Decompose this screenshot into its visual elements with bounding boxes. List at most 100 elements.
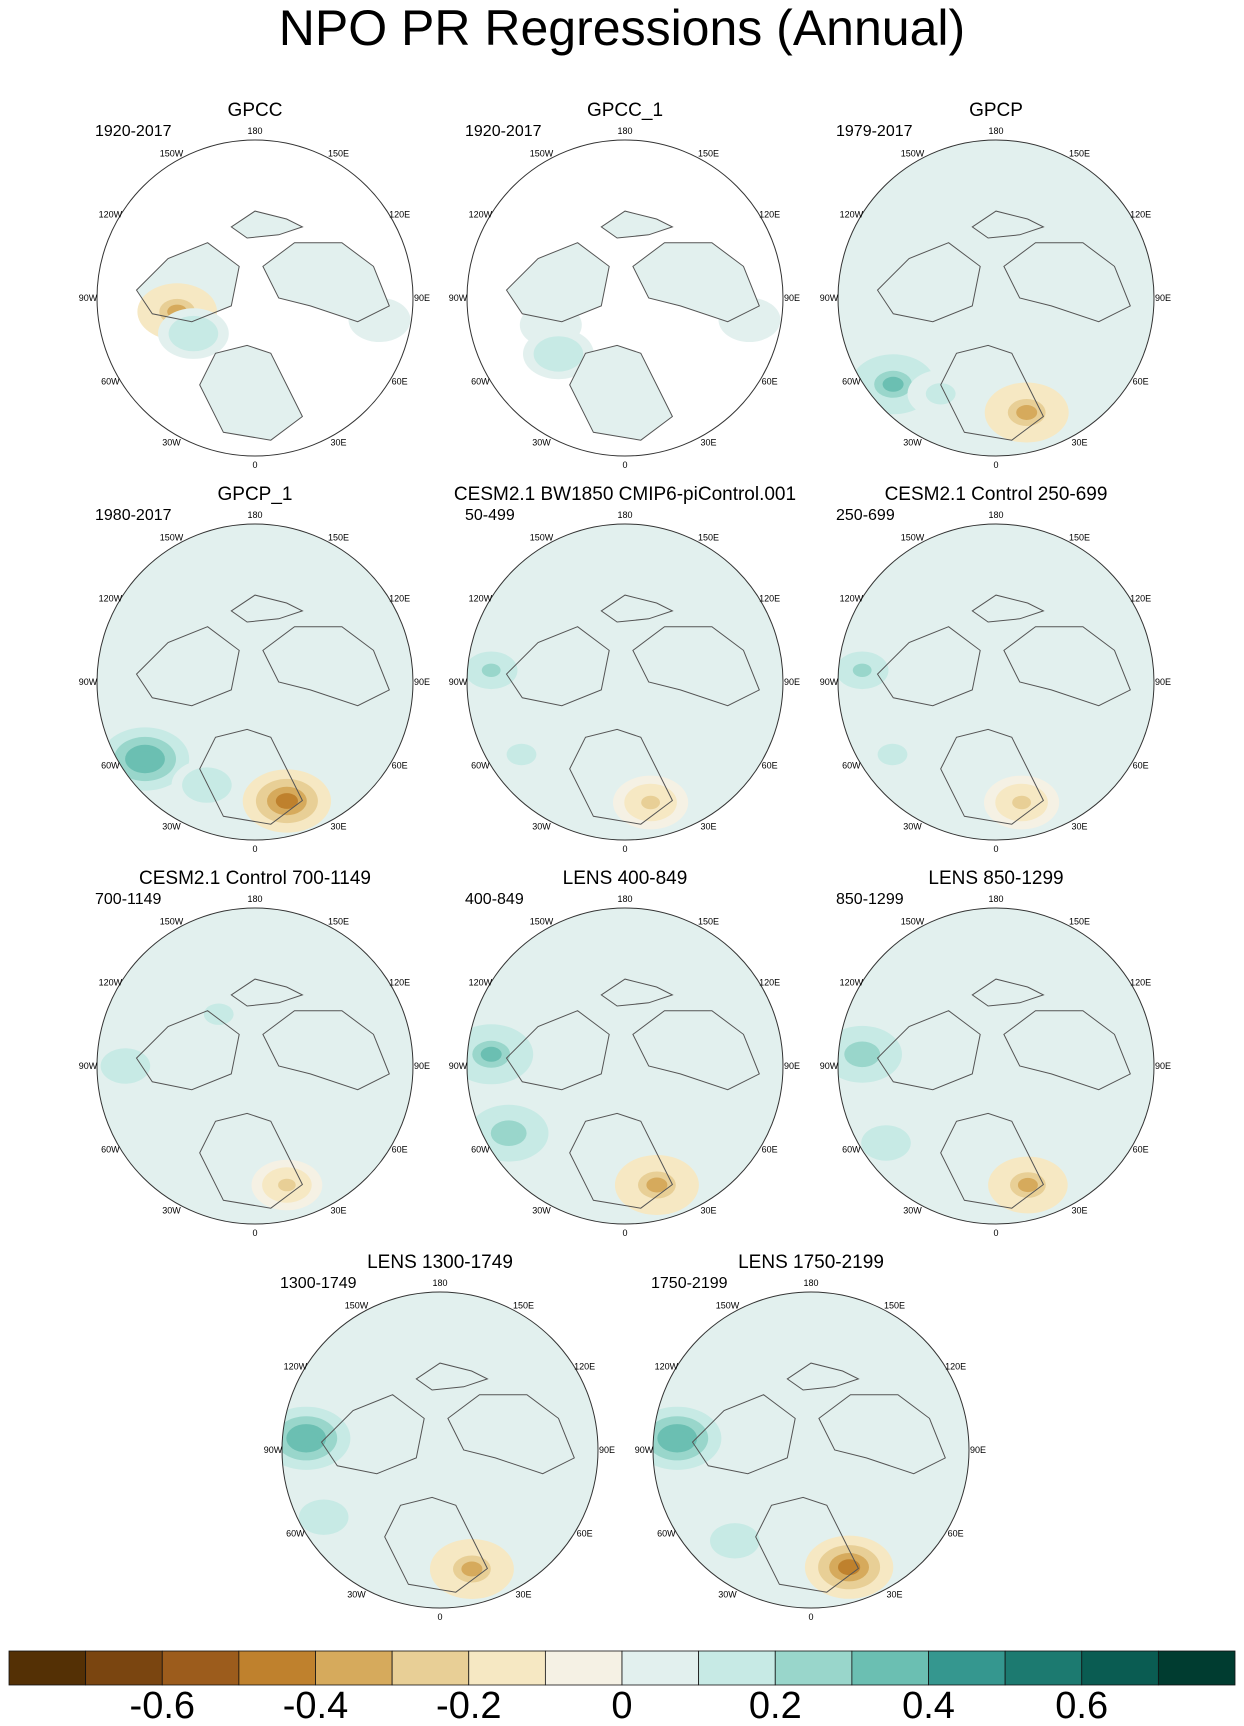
coastline <box>230 978 304 1007</box>
longitude-label: 90E <box>970 1445 986 1455</box>
colorbar-tick-label: 0.4 <box>902 1685 955 1726</box>
coastline <box>230 210 304 239</box>
longitude-label: 90W <box>449 677 468 687</box>
anomaly-contour <box>461 1561 483 1577</box>
longitude-label: 180 <box>988 510 1003 520</box>
longitude-label: 60E <box>392 761 408 771</box>
panel-title: LENS 1300-1749 <box>367 1252 513 1273</box>
longitude-label: 60E <box>1133 761 1149 771</box>
longitude-label: 30W <box>162 438 181 448</box>
anomaly-contour <box>852 1047 873 1062</box>
longitude-label: 120W <box>284 1362 308 1372</box>
longitude-label: 90W <box>449 1061 468 1071</box>
map-panels: 180 150E 120E 90E 60E 30E 0 30W 60W 90W 120W 150W GP… <box>79 100 1171 1622</box>
longitude-label: 0 <box>252 1228 257 1238</box>
longitude-label: 120W <box>840 978 864 988</box>
coastline <box>971 978 1045 1007</box>
longitude-label: 150E <box>698 916 719 926</box>
coastline <box>876 626 981 707</box>
field-band <box>909 595 1083 769</box>
colorbar-swatch <box>315 1650 393 1686</box>
longitude-label: 180 <box>247 510 262 520</box>
longitude-label: 60E <box>1133 1145 1149 1155</box>
anomaly-contour <box>481 663 501 677</box>
longitude-label: 0 <box>437 1612 442 1622</box>
colorbar-swatch <box>1081 1650 1159 1686</box>
longitude-label: 30W <box>347 1590 366 1600</box>
longitude-label: 150W <box>901 148 925 158</box>
longitude-label: 30E <box>886 1590 902 1600</box>
longitude-label: 0 <box>622 460 627 470</box>
coastline <box>262 626 390 707</box>
longitude-label: 150W <box>160 916 184 926</box>
longitude-label: 90E <box>784 677 800 687</box>
field-band <box>909 211 1083 385</box>
panel-years: 1920-2017 <box>95 123 172 140</box>
longitude-label: 120W <box>655 1362 679 1372</box>
longitude-label: 90W <box>264 1445 283 1455</box>
longitude-label: 120E <box>759 978 780 988</box>
map-panel: 180 150E 120E 90E 60E 30E 0 30W 60W 90W 120W 150W GP… <box>79 484 430 854</box>
map-border <box>281 1291 599 1609</box>
longitude-label: 60W <box>101 761 120 771</box>
longitude-label: 150E <box>1069 916 1090 926</box>
longitude-label: 30W <box>162 822 181 832</box>
longitude-label: 180 <box>247 894 262 904</box>
longitude-label: 60E <box>762 377 778 387</box>
land-field <box>569 345 673 441</box>
longitude-label: 60E <box>392 377 408 387</box>
longitude-label: 60W <box>471 377 490 387</box>
longitude-label: 30W <box>532 822 551 832</box>
anomaly-contour <box>549 347 568 361</box>
anomaly-contour <box>371 314 388 326</box>
anomaly-contour <box>884 748 901 761</box>
longitude-label: 180 <box>988 126 1003 136</box>
coastline <box>940 1112 1045 1209</box>
anomaly-contour <box>480 1046 502 1062</box>
coastline <box>199 344 304 441</box>
coastline <box>818 1394 946 1475</box>
longitude-label: 180 <box>432 1278 447 1288</box>
longitude-label: 60W <box>842 377 861 387</box>
coastline <box>691 1394 796 1475</box>
field-band <box>538 979 712 1153</box>
longitude-label: 0 <box>252 844 257 854</box>
longitude-label: 90W <box>820 293 839 303</box>
map-border <box>466 907 784 1225</box>
map-panel: 180 150E 120E 90E 60E 30E 0 30W 60W 90W 120W 150W GP… <box>449 100 800 470</box>
coastline <box>1003 242 1131 323</box>
panel-years: 1750-2199 <box>651 1275 728 1292</box>
longitude-label: 120W <box>840 594 864 604</box>
longitude-label: 60W <box>657 1529 676 1539</box>
longitude-label: 90E <box>1155 677 1171 687</box>
coastline <box>569 728 674 825</box>
panel-years: 1920-2017 <box>465 123 542 140</box>
longitude-label: 90E <box>414 677 430 687</box>
panel-title: GPCP <box>969 100 1023 121</box>
coastline <box>505 626 610 707</box>
longitude-label: 90E <box>1155 293 1171 303</box>
longitude-label: 150E <box>513 1300 534 1310</box>
longitude-label: 60E <box>1133 377 1149 387</box>
map-panel: 180 150E 120E 90E 60E 30E 0 30W 60W 90W 120W 150W CE… <box>820 484 1171 854</box>
panel-title: LENS 850-1299 <box>928 868 1063 889</box>
longitude-label: 30W <box>532 1206 551 1216</box>
colorbar-swatch <box>621 1650 700 1686</box>
panel-years: 1300-1749 <box>280 1275 357 1292</box>
map-background <box>97 140 413 456</box>
longitude-label: 150W <box>901 916 925 926</box>
longitude-label: 120E <box>1130 978 1151 988</box>
longitude-label: 0 <box>993 1228 998 1238</box>
longitude-label: 180 <box>247 126 262 136</box>
longitude-label: 120W <box>469 210 493 220</box>
coastline <box>876 1010 981 1091</box>
coastline <box>135 242 240 323</box>
coastline <box>632 242 760 323</box>
longitude-label: 30W <box>718 1590 737 1600</box>
map-panel: 180 150E 120E 90E 60E 30E 0 30W 60W 90W 120W 150W LE… <box>635 1252 986 1622</box>
anomaly-contour <box>882 376 904 392</box>
map-panel: 180 150E 120E 90E 60E 30E 0 30W 60W 90W 120W 150W CE… <box>79 868 430 1238</box>
panel-years: 700-1149 <box>95 891 162 908</box>
panel-title: CESM2.1 Control 700-1149 <box>139 868 371 889</box>
field-band <box>909 979 1083 1153</box>
